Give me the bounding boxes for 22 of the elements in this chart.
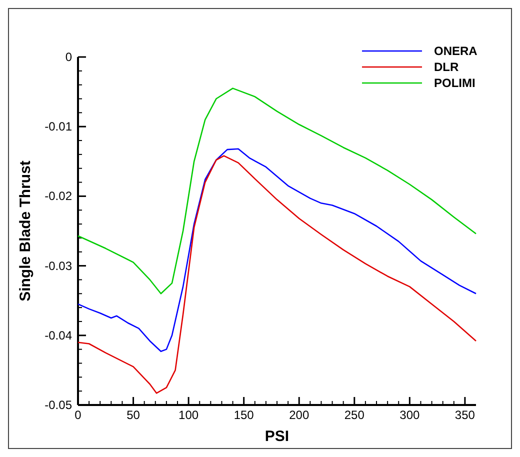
y-tick-label: 0 [65, 50, 72, 64]
x-tick-label: 200 [289, 408, 310, 422]
legend-label: DLR [434, 60, 459, 74]
y-tick-label: -0.03 [44, 258, 72, 273]
x-tick-label: 250 [344, 408, 365, 422]
y-tick-label: -0.02 [44, 189, 72, 204]
x-tick-label: 300 [400, 408, 420, 422]
line-series [77, 88, 477, 294]
x-tick-label: 150 [234, 408, 254, 422]
legend-label: ONERA [434, 44, 478, 58]
x-axis-title: PSI [264, 428, 290, 445]
line-series [77, 148, 477, 352]
y-axis-title: Single Blade Thrust [17, 160, 34, 302]
x-tick-label: 100 [178, 408, 199, 422]
y-tick-label: -0.04 [44, 328, 72, 342]
x-tick-label: 0 [74, 408, 82, 422]
x-tick-label: 50 [126, 408, 140, 422]
line-series [77, 155, 477, 394]
legend-label: POLIMI [434, 76, 476, 90]
x-tick-label: 350 [454, 408, 476, 422]
y-tick-label: -0.01 [44, 120, 72, 134]
y-tick-label: -0.05 [44, 398, 72, 412]
